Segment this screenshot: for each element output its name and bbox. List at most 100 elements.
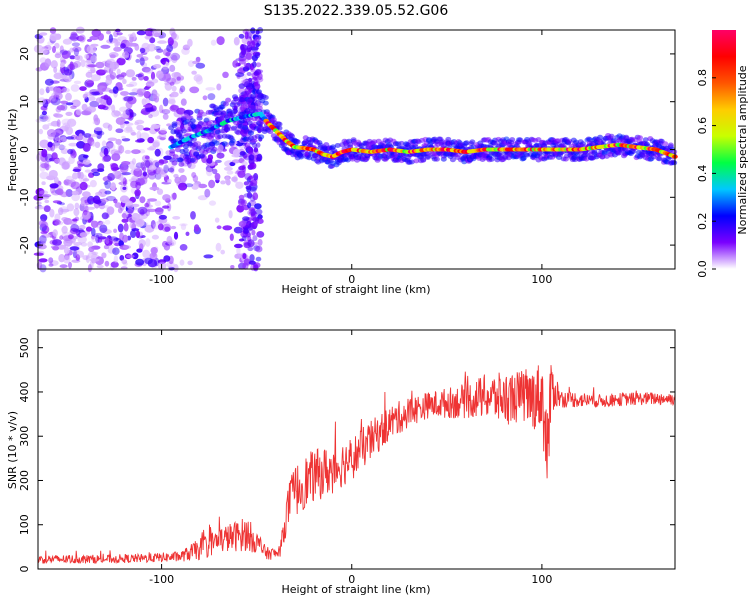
spectrogram-cell — [230, 125, 237, 131]
spectrogram-cell — [187, 60, 195, 67]
spectrogram-cell — [258, 134, 265, 140]
spectrogram-cell — [147, 136, 155, 144]
spectrogram-cell — [71, 192, 80, 202]
spectrogram-cell — [225, 176, 230, 185]
spectrogram-cell — [35, 118, 42, 123]
spectrogram-cell — [170, 52, 181, 61]
spectrogram-cell — [597, 134, 604, 140]
spectrogram-cell — [56, 119, 61, 128]
spectrogram-cell — [244, 81, 251, 87]
spectrogram-cell — [39, 88, 45, 96]
spectrogram-cells — [33, 26, 265, 273]
spectrogram-cell — [53, 219, 61, 226]
spectrogram-cell — [246, 191, 253, 199]
spectrogram-cell — [72, 168, 82, 172]
spectrogram-cell — [145, 81, 155, 87]
spectrogram-cell — [69, 55, 76, 60]
spectrogram-cell — [119, 232, 124, 241]
spectrogram-cell — [89, 89, 99, 95]
spectrogram-cell — [130, 132, 137, 136]
spectrogram-cell — [191, 172, 197, 178]
spectrogram-cell — [671, 160, 678, 166]
spectrogram-cell — [74, 202, 80, 210]
spectrogram-cell — [69, 62, 79, 70]
spectrogram-cell — [255, 256, 262, 262]
spectrogram-cell — [173, 105, 179, 109]
spectrogram-cell — [178, 182, 188, 191]
spectrogram-cell — [115, 128, 124, 133]
spectrogram-cell — [109, 237, 117, 242]
spectrogram-cell — [145, 238, 151, 247]
spectrogram-cell — [235, 181, 244, 189]
spectrogram-cell — [244, 66, 249, 71]
spectrogram-cell — [157, 261, 167, 271]
snr-series — [38, 365, 675, 565]
spectrogram-cell — [174, 147, 181, 153]
spectrogram-cell — [248, 154, 255, 161]
spectrogram-cell — [91, 168, 100, 173]
spectrogram-cell — [67, 148, 74, 155]
spectrogram-cell — [147, 107, 155, 112]
spectrogram-cell — [161, 66, 170, 75]
spectrogram-cell — [86, 91, 93, 97]
y-tick-label: -20 — [18, 236, 31, 254]
spectrogram-cell — [44, 161, 50, 170]
colorbar-tick-label: 0.2 — [696, 212, 709, 230]
spectrogram-cell — [166, 235, 173, 245]
spectrogram-cell — [413, 158, 420, 164]
spectrogram-cell — [61, 50, 70, 60]
spectrogram-cell — [237, 123, 244, 129]
spectrogram-cell — [125, 100, 133, 109]
spectrogram-cell — [41, 110, 48, 116]
spectrogram-cell — [73, 48, 79, 57]
spectrogram-cell — [91, 234, 96, 240]
colorbar-ticks: 0.0 0.2 0.4 0.6 0.8 — [696, 69, 716, 278]
spectrogram-cell — [133, 168, 143, 178]
spectrogram-cell — [194, 224, 200, 232]
spectrogram-cell — [171, 54, 178, 64]
spectrogram-cell — [146, 43, 157, 52]
spectrogram-cell — [61, 118, 72, 126]
spectrogram-cell — [54, 158, 60, 164]
spectrogram-cell — [193, 128, 200, 134]
spectrogram-cell — [334, 143, 341, 148]
spectrogram-cell — [298, 153, 305, 159]
spectrogram-cell — [566, 138, 573, 144]
spectrogram-cell — [183, 132, 189, 137]
spectrogram-cell — [33, 252, 44, 256]
spectrogram-cell — [119, 164, 129, 173]
spectrogram-cell — [181, 47, 190, 55]
spectrogram-cell — [195, 62, 206, 69]
spectrogram-cell — [71, 42, 80, 47]
spectrogram-cell — [207, 154, 214, 161]
spectrogram-cell — [254, 36, 260, 43]
spectrogram-cell — [72, 172, 79, 180]
spectrogram-cell — [39, 47, 48, 55]
spectrogram-cell — [44, 153, 53, 163]
spectrogram-cell — [44, 199, 50, 204]
spectrogram-cell — [114, 202, 122, 209]
spectrogram-cell — [171, 85, 177, 92]
spectrogram-cell — [117, 223, 124, 233]
spectrogram-cell — [135, 258, 145, 266]
spectrogram-cell — [155, 207, 164, 215]
spectrogram-cell — [65, 175, 74, 183]
spectrogram-cell — [85, 226, 93, 232]
spectrogram-cell — [408, 159, 415, 165]
spectrogram-cell — [118, 145, 125, 154]
spectrogram-cell — [642, 137, 649, 143]
spectrogram-cell — [40, 214, 48, 222]
spectrogram-cell — [221, 141, 228, 147]
spectrogram-cell — [103, 181, 109, 186]
spectrogram-cell — [233, 36, 240, 46]
spectrogram-cell — [112, 170, 121, 176]
spectrogram-cell — [152, 139, 161, 149]
spectrogram-cell — [141, 66, 151, 73]
spectrogram-cell — [114, 39, 119, 48]
spectrogram-cell — [147, 147, 155, 151]
spectrogram-cell — [86, 106, 97, 113]
spectrogram-cell — [248, 180, 254, 187]
spectrogram-cell — [166, 77, 177, 84]
spectrogram-cell — [140, 161, 145, 171]
spectrogram-cell — [119, 176, 126, 182]
